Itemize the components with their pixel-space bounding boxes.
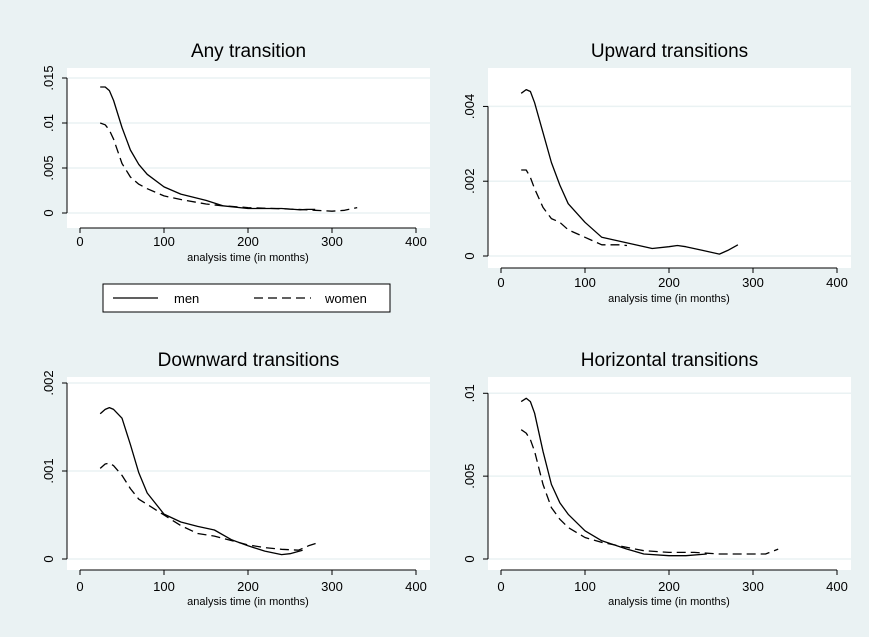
legend: men women bbox=[102, 283, 391, 313]
series-line-men bbox=[100, 86, 316, 211]
y-tick-label: .001 bbox=[41, 458, 56, 483]
legend-label-women: women bbox=[324, 291, 367, 306]
x-tick-label: 100 bbox=[153, 579, 175, 594]
chart-title: Horizontal transitions bbox=[581, 350, 758, 371]
chart-panel-4: 0 100 200 300 400 0 .005 .01 Horizontal transiti… bbox=[462, 350, 851, 608]
x-tick-label: 300 bbox=[321, 234, 343, 249]
x-tick-label: 400 bbox=[826, 275, 848, 290]
chart-title: Any transition bbox=[191, 41, 306, 62]
x-tick-label: 100 bbox=[153, 234, 175, 249]
x-tick-label: 200 bbox=[237, 234, 259, 249]
y-tick-label: .004 bbox=[462, 94, 477, 119]
x-axis-label: analysis time (in months) bbox=[608, 293, 730, 305]
x-tick-label: 100 bbox=[574, 275, 596, 290]
plot-area bbox=[488, 377, 851, 570]
x-tick-label: 0 bbox=[76, 579, 83, 594]
y-tick-label: .005 bbox=[462, 463, 477, 488]
plot-area bbox=[67, 68, 430, 228]
y-tick-label: 0 bbox=[462, 252, 477, 259]
y-tick-label: .002 bbox=[462, 169, 477, 194]
y-tick-label: .01 bbox=[41, 114, 56, 132]
plot-area bbox=[67, 377, 430, 570]
plot-area bbox=[488, 68, 851, 268]
x-tick-label: 400 bbox=[405, 579, 427, 594]
chart-panel-1: 0 100 200 300 400 0 .005 .01 .015 Any transition a… bbox=[41, 41, 430, 264]
x-tick-label: 100 bbox=[574, 579, 596, 594]
x-tick-label: 300 bbox=[321, 579, 343, 594]
x-tick-label: 300 bbox=[742, 275, 764, 290]
series-line-women bbox=[520, 429, 779, 555]
chart-title: Downward transitions bbox=[158, 350, 340, 371]
series-line-men bbox=[520, 88, 739, 255]
y-tick-label: .002 bbox=[41, 370, 56, 395]
x-tick-label: 200 bbox=[237, 579, 259, 594]
x-tick-label: 200 bbox=[658, 275, 680, 290]
series-line-women bbox=[99, 462, 320, 551]
x-tick-label: 400 bbox=[826, 579, 848, 594]
legend-label-men: men bbox=[174, 291, 199, 306]
x-tick-label: 300 bbox=[742, 579, 764, 594]
y-tick-label: .01 bbox=[462, 384, 477, 402]
x-tick-label: 0 bbox=[497, 579, 504, 594]
x-axis-label: analysis time (in months) bbox=[187, 596, 309, 608]
x-axis-label: analysis time (in months) bbox=[187, 252, 309, 264]
series-line-women bbox=[99, 122, 358, 212]
series-line-women bbox=[521, 169, 628, 247]
x-tick-label: 0 bbox=[76, 234, 83, 249]
chart-panel-2: 0 100 200 300 400 0 .002 .004 Upward transitions… bbox=[462, 41, 851, 305]
x-tick-label: 200 bbox=[658, 579, 680, 594]
y-tick-label: .015 bbox=[41, 65, 56, 90]
x-axis-label: analysis time (in months) bbox=[608, 596, 730, 608]
x-tick-label: 0 bbox=[497, 275, 504, 290]
chart-title: Upward transitions bbox=[591, 41, 748, 62]
y-tick-label: .005 bbox=[41, 155, 56, 180]
y-tick-label: 0 bbox=[462, 555, 477, 562]
y-tick-label: 0 bbox=[41, 209, 56, 216]
series-line-men bbox=[520, 397, 707, 557]
chart-panel-3: 0 100 200 300 400 0 .001 .002 Downward transitio… bbox=[41, 350, 430, 608]
y-tick-label: 0 bbox=[41, 555, 56, 562]
x-tick-label: 400 bbox=[405, 234, 427, 249]
series-line-men bbox=[99, 406, 303, 556]
